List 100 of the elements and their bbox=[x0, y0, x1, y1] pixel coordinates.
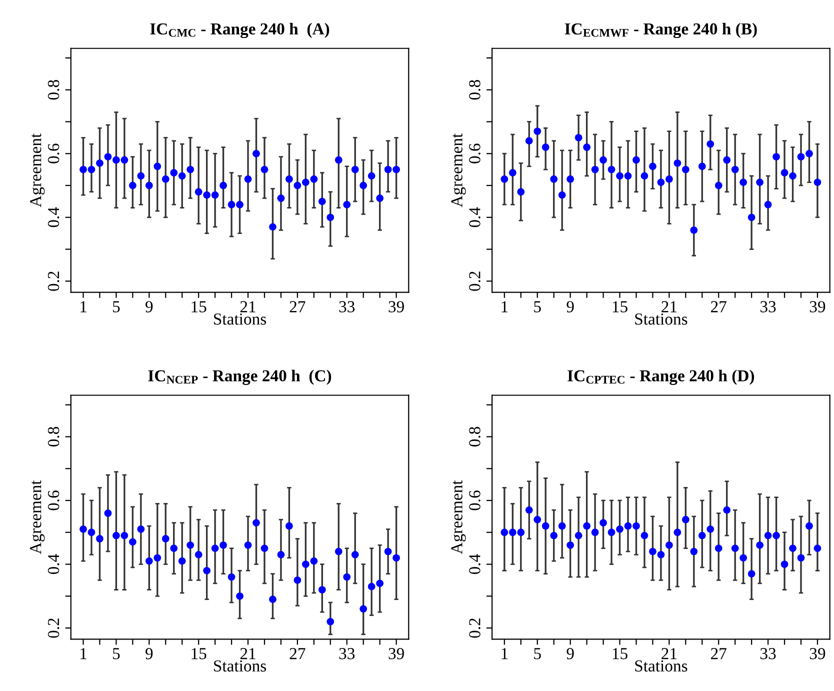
point bbox=[600, 156, 607, 164]
point bbox=[558, 522, 566, 530]
point bbox=[550, 532, 558, 540]
point bbox=[806, 522, 813, 530]
chart-title: IC$_{ECMWF}$ - Range 240 h (B) bbox=[564, 22, 757, 38]
x-tick-label: 39 bbox=[810, 301, 826, 312]
point bbox=[137, 525, 145, 533]
point bbox=[351, 551, 359, 558]
x-tick-label: 9 bbox=[146, 648, 153, 660]
x-tick-label: 21 bbox=[662, 648, 677, 660]
y-axis-title: Agreement bbox=[451, 480, 466, 554]
y-tick-label: 0.6 bbox=[48, 144, 60, 164]
point bbox=[88, 166, 96, 174]
point bbox=[657, 551, 665, 558]
point bbox=[756, 541, 764, 549]
y-tick-label: 0.2 bbox=[469, 272, 480, 291]
point bbox=[80, 525, 87, 533]
point bbox=[706, 525, 714, 533]
point bbox=[360, 605, 368, 613]
point bbox=[616, 172, 624, 180]
point bbox=[162, 535, 170, 542]
point bbox=[129, 538, 136, 546]
x-tick-label: 39 bbox=[388, 301, 404, 312]
point bbox=[384, 548, 392, 556]
y-tick-label: 0.4 bbox=[48, 554, 60, 574]
point bbox=[162, 175, 170, 183]
x-tick-label: 9 bbox=[566, 648, 574, 660]
point bbox=[740, 178, 747, 186]
point bbox=[334, 548, 342, 556]
point bbox=[244, 175, 252, 183]
point bbox=[666, 541, 673, 549]
x-tick-label: 33 bbox=[339, 648, 355, 660]
point bbox=[145, 557, 153, 565]
x-tick-label: 21 bbox=[662, 301, 677, 312]
point bbox=[129, 182, 136, 190]
point bbox=[632, 156, 640, 164]
point bbox=[542, 144, 550, 151]
point bbox=[269, 223, 276, 231]
point bbox=[682, 516, 690, 524]
point bbox=[368, 582, 376, 590]
point bbox=[525, 137, 533, 145]
point bbox=[154, 554, 162, 562]
point bbox=[178, 557, 186, 565]
x-tick-label: 21 bbox=[240, 648, 256, 660]
point bbox=[600, 519, 607, 526]
point bbox=[236, 200, 244, 208]
point bbox=[797, 554, 805, 562]
point bbox=[220, 541, 227, 549]
point bbox=[772, 532, 780, 540]
x-axis-title: Stations bbox=[635, 660, 688, 672]
point bbox=[310, 557, 318, 565]
x-tick-label: 5 bbox=[113, 301, 120, 312]
point bbox=[186, 541, 194, 549]
x-tick-label: 5 bbox=[113, 648, 120, 660]
point bbox=[269, 596, 276, 603]
y-tick-label: 0.8 bbox=[469, 426, 480, 446]
point bbox=[624, 522, 632, 530]
point bbox=[318, 198, 326, 206]
point bbox=[236, 592, 244, 600]
point bbox=[203, 191, 210, 199]
point bbox=[145, 182, 153, 190]
x-axis-title: Stations bbox=[214, 313, 266, 325]
y-tick-label: 0.6 bbox=[469, 144, 480, 164]
x-axis-title: Stations bbox=[635, 313, 688, 325]
point bbox=[797, 153, 805, 160]
point bbox=[277, 194, 285, 202]
point bbox=[534, 516, 542, 524]
point bbox=[714, 182, 722, 190]
point bbox=[170, 544, 178, 552]
point bbox=[772, 153, 780, 160]
point bbox=[228, 200, 236, 208]
y-tick-label: 0.4 bbox=[48, 207, 60, 228]
point bbox=[334, 156, 342, 164]
point bbox=[96, 159, 104, 167]
x-tick-label: 15 bbox=[192, 301, 206, 312]
x-tick-label: 1 bbox=[80, 301, 86, 312]
point bbox=[326, 214, 334, 222]
x-tick-label: 5 bbox=[534, 301, 541, 312]
x-tick-label: 1 bbox=[502, 301, 508, 312]
point bbox=[731, 166, 739, 174]
point bbox=[723, 156, 731, 164]
point bbox=[120, 156, 128, 164]
point bbox=[558, 191, 566, 199]
point bbox=[137, 172, 145, 180]
point bbox=[640, 532, 648, 540]
point bbox=[657, 178, 665, 186]
point bbox=[186, 166, 194, 174]
point bbox=[583, 144, 590, 151]
x-tick-label: 33 bbox=[760, 301, 776, 312]
point bbox=[764, 532, 772, 540]
point bbox=[674, 159, 682, 167]
point bbox=[649, 162, 656, 170]
point bbox=[690, 226, 698, 234]
point bbox=[550, 175, 558, 183]
point bbox=[88, 528, 96, 536]
point bbox=[608, 528, 616, 536]
point bbox=[517, 528, 525, 536]
x-tick-label: 9 bbox=[146, 301, 153, 312]
x-tick-label: 9 bbox=[566, 301, 574, 312]
point bbox=[674, 528, 682, 536]
